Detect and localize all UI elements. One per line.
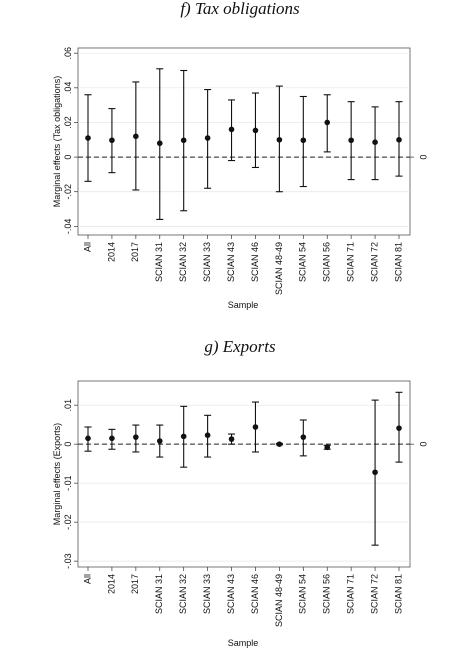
- x-tick-label: All: [82, 574, 92, 584]
- x-tick-label: SCIAN 48-49: [274, 242, 284, 295]
- point: [300, 434, 307, 440]
- plot-area: [77, 380, 411, 568]
- x-tick-label: SCIAN 43: [226, 574, 236, 614]
- x-tick-label: 2014: [106, 242, 116, 262]
- point: [180, 137, 187, 144]
- x-tick-label: SCIAN 56: [322, 242, 332, 282]
- x-tick-label: SCIAN 81: [393, 242, 403, 282]
- y-tick-label: -.03: [63, 553, 73, 569]
- x-axis-title: Sample: [228, 638, 259, 648]
- point: [276, 441, 283, 447]
- point: [85, 135, 91, 141]
- x-tick-label: SCIAN 72: [369, 574, 379, 614]
- plot-area: [77, 47, 411, 236]
- point: [300, 137, 307, 144]
- y2-tick-label: 0: [418, 155, 428, 160]
- x-tick-label: SCIAN 48-49: [274, 574, 284, 627]
- y-tick-label: .02: [63, 116, 73, 129]
- point: [372, 139, 378, 145]
- x-tick-label: SCIAN 31: [154, 574, 164, 614]
- y-tick-label: 0: [63, 155, 73, 160]
- x-tick-label: SCIAN 54: [298, 242, 308, 282]
- x-tick-label: SCIAN 33: [202, 242, 212, 282]
- y2-tick-label: 0: [418, 442, 428, 447]
- point: [156, 140, 163, 147]
- x-tick-label: SCIAN 46: [250, 242, 260, 282]
- y-axis-title: Marginal effects (Exports): [52, 423, 62, 525]
- y-tick-label: 0: [63, 442, 73, 447]
- x-tick-label: 2014: [106, 574, 116, 594]
- y-axis-title: Marginal effects (Tax obligations): [52, 76, 62, 207]
- x-tick-label: SCIAN 33: [202, 574, 212, 614]
- chart-title: f) Tax obligations: [180, 0, 300, 18]
- x-tick-label: SCIAN 72: [369, 242, 379, 282]
- point: [348, 137, 354, 144]
- point: [133, 434, 139, 440]
- x-axis-title: Sample: [228, 300, 259, 310]
- x-tick-label: SCIAN 81: [393, 574, 403, 614]
- point: [324, 119, 331, 126]
- x-tick-label: SCIAN 46: [250, 574, 260, 614]
- x-tick-label: SCIAN 32: [178, 242, 188, 282]
- point: [180, 433, 187, 440]
- point: [228, 126, 235, 133]
- x-tick-label: 2017: [130, 574, 140, 594]
- y-tick-label: -.02: [63, 184, 73, 200]
- point: [396, 136, 402, 143]
- y-tick-label: .01: [63, 399, 73, 412]
- point: [372, 469, 378, 476]
- point: [109, 435, 115, 442]
- point: [109, 137, 115, 144]
- point: [252, 424, 259, 430]
- x-tick-label: SCIAN 56: [322, 574, 332, 614]
- x-tick-label: All: [82, 242, 92, 252]
- x-tick-label: SCIAN 54: [298, 574, 308, 614]
- x-tick-label: 2017: [130, 242, 140, 262]
- point: [133, 133, 139, 140]
- y-tick-label: .06: [63, 47, 73, 60]
- point: [276, 136, 283, 143]
- x-tick-label: SCIAN 32: [178, 574, 188, 614]
- point: [396, 425, 402, 431]
- y-tick-label: -.01: [63, 475, 73, 491]
- point: [85, 435, 91, 442]
- x-tick-label: SCIAN 71: [346, 242, 356, 282]
- chart-title: g) Exports: [204, 337, 276, 356]
- point: [252, 127, 259, 134]
- x-tick-label: SCIAN 71: [346, 574, 356, 614]
- point: [156, 438, 163, 444]
- y-tick-label: -.02: [63, 514, 73, 530]
- point: [204, 135, 211, 141]
- point: [204, 432, 211, 439]
- x-tick-label: SCIAN 43: [226, 242, 236, 282]
- x-tick-label: SCIAN 31: [154, 242, 164, 282]
- y-tick-label: -.04: [63, 219, 73, 235]
- y-tick-label: .04: [63, 82, 73, 95]
- point: [228, 436, 235, 442]
- point: [324, 444, 331, 451]
